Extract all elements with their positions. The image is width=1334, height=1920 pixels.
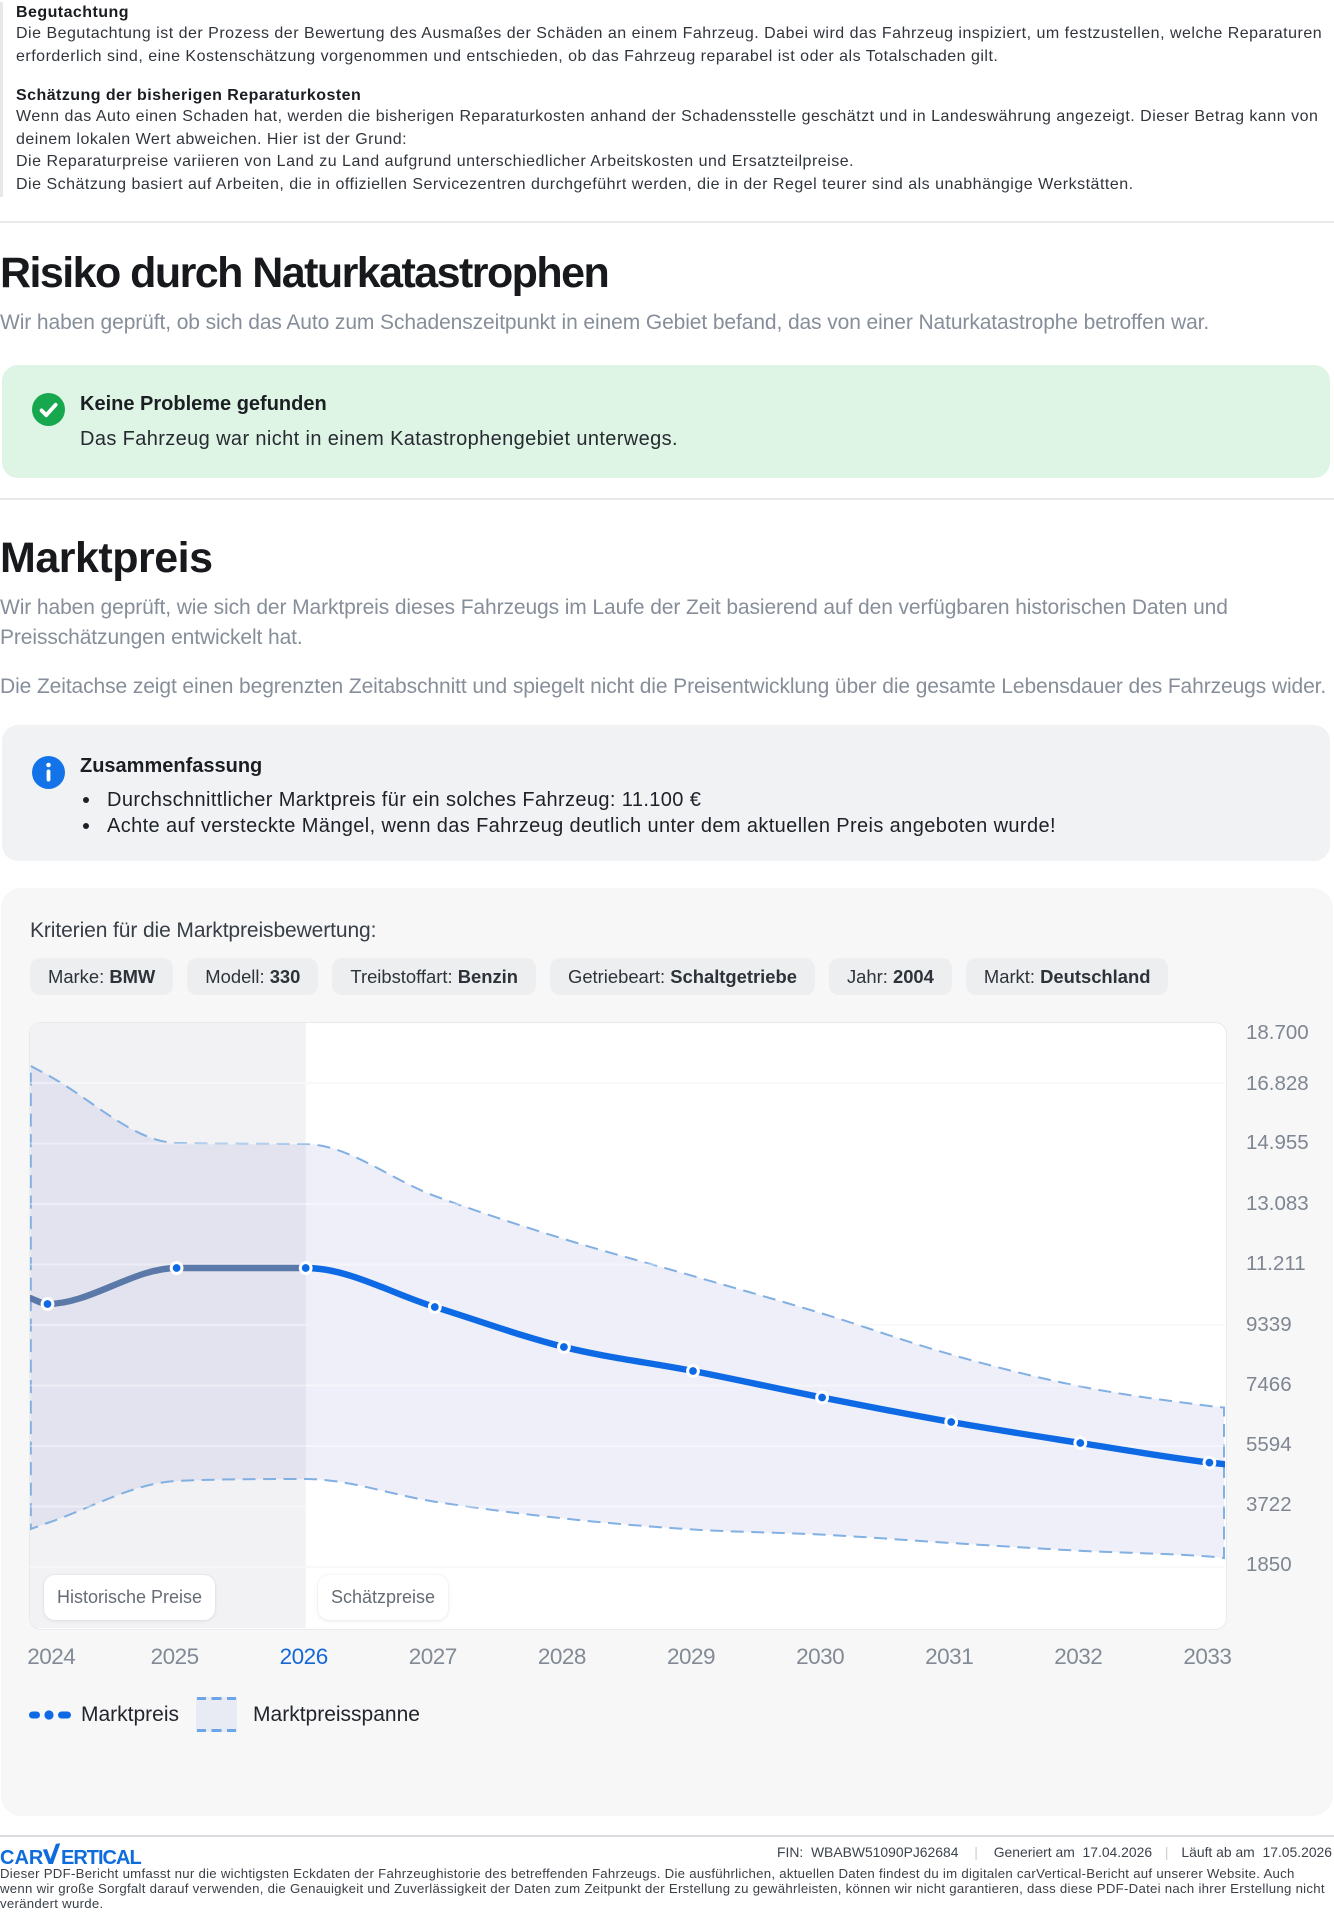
svg-text:CAR: CAR — [0, 1847, 44, 1869]
svg-text:ERTICAL: ERTICAL — [61, 1847, 141, 1869]
